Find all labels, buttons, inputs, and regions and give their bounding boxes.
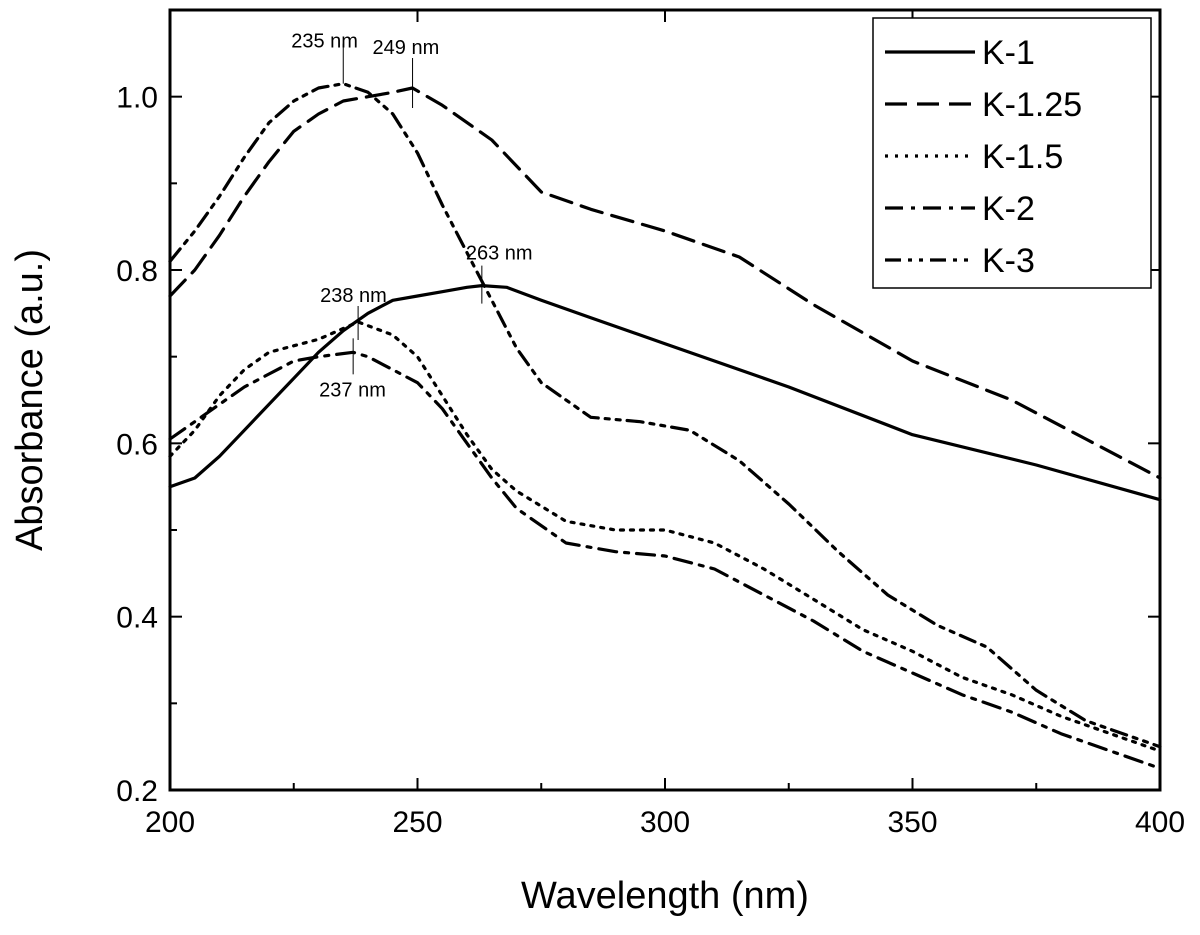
legend-label: K-1.5 [982,138,1063,176]
y-axis-title: Absorbance (a.u.) [9,249,51,551]
x-axis-title: Wavelength (nm) [521,875,809,917]
annotation-label: 249 nm [373,37,440,59]
x-tick-label: 300 [640,806,690,839]
legend-box [872,17,1152,289]
axis-ticks: 200 250 300 350 400 0.2 0.4 0.6 0.8 1.0 [116,10,1185,839]
legend-label: K-3 [982,242,1035,280]
y-tick-label: 0.4 [116,602,158,635]
series-line-k-1-25 [168,86,1162,480]
series-line-k-2 [168,350,1162,770]
legend: K-1 K-1.25 K-1.5 K-2 K-3 [872,17,1152,289]
y-tick-label: 0.8 [116,255,158,288]
y-tick-label: 0.2 [116,775,158,808]
series-line-k-3 [168,82,1162,749]
y-tick-label: 0.6 [116,428,158,461]
annotation-label: 238 nm [320,285,387,307]
series-line-k-1 [168,284,1162,502]
x-tick-label: 350 [887,806,937,839]
peak-annotations: 235 nm 249 nm 263 nm 238 nm 237 nm [291,31,532,402]
x-tick-label: 250 [392,806,442,839]
series-layer [168,82,1162,770]
series-line-k-1-5 [168,320,1162,753]
annotation-label: 237 nm [319,379,386,401]
x-tick-label: 400 [1135,806,1185,839]
legend-label: K-1.25 [982,86,1082,124]
x-tick-label: 200 [145,806,195,839]
annotation-label: 235 nm [291,31,358,53]
legend-label: K-2 [982,190,1035,228]
y-tick-label: 1.0 [116,82,158,115]
annotation-label: 263 nm [466,243,533,265]
legend-label: K-1 [982,34,1035,72]
